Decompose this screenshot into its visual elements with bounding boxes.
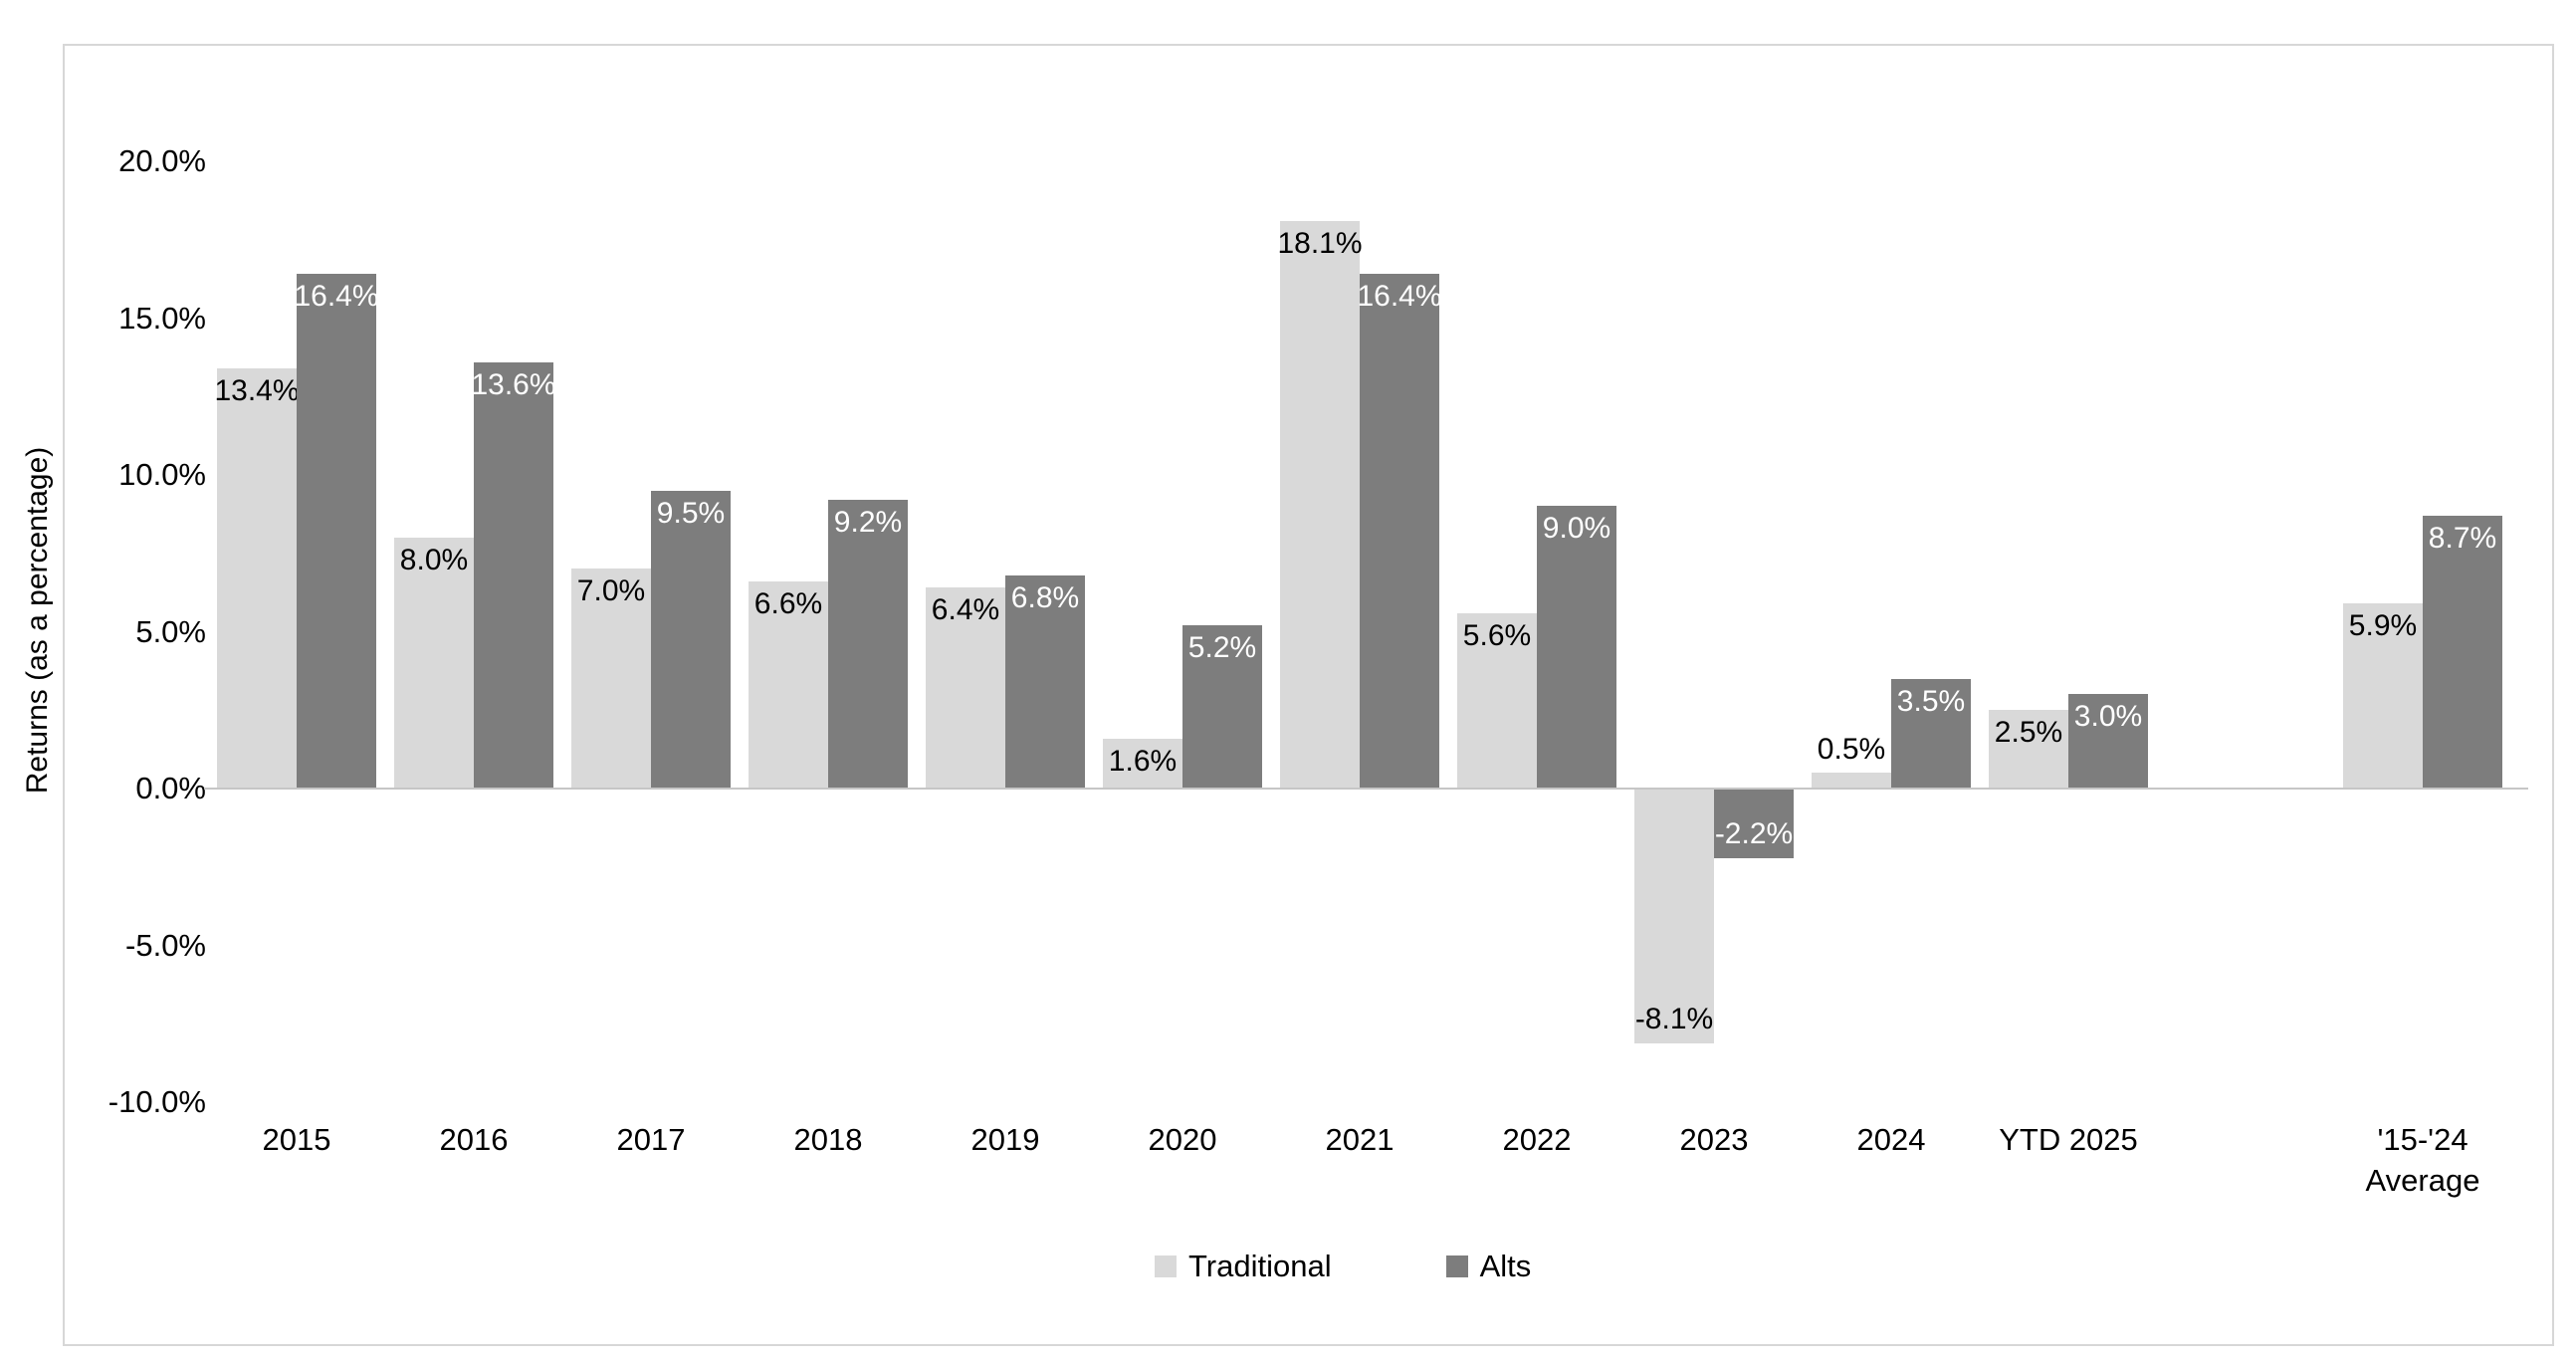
bar-alts-2018 — [828, 500, 908, 789]
bar-value-label: 0.5% — [1817, 733, 1886, 766]
x-category-label: 2015 — [262, 1122, 331, 1157]
x-category-label: 2018 — [793, 1122, 863, 1157]
y-tick-label: 0.0% — [135, 771, 206, 805]
bar-value-label: 9.2% — [833, 506, 903, 539]
legend-label: Alts — [1479, 1249, 1532, 1283]
y-tick-label: 10.0% — [118, 457, 206, 492]
x-category-label: YTD 2025 — [1999, 1122, 2138, 1157]
x-category-label: 2024 — [1856, 1122, 1926, 1157]
y-axis-title: Returns (as a percentage) — [21, 446, 54, 795]
bar-alts-2021 — [1360, 274, 1439, 789]
bar-traditional-2024 — [1812, 773, 1891, 789]
bar-value-label: 8.0% — [399, 544, 469, 576]
legend-item-traditional: Traditional — [1155, 1247, 1332, 1286]
bar-traditional--15-24-average — [2343, 603, 2423, 789]
x-category-label: 2017 — [616, 1122, 686, 1157]
legend-label: Traditional — [1188, 1249, 1332, 1283]
y-tick-label: -10.0% — [107, 1084, 206, 1119]
bar-traditional-2019 — [926, 587, 1005, 789]
x-category-label: 2023 — [1679, 1122, 1749, 1157]
x-category-label: 2020 — [1148, 1122, 1217, 1157]
x-category-label: 2022 — [1502, 1122, 1572, 1157]
bar-value-label: 7.0% — [576, 574, 646, 607]
bar-value-label: 13.4% — [214, 374, 300, 407]
bar-value-label: 6.8% — [1010, 581, 1080, 614]
x-category-label: 2016 — [439, 1122, 509, 1157]
x-axis-baseline — [204, 788, 2528, 790]
bar-traditional-2021 — [1280, 221, 1360, 789]
bar-traditional-ytd-2025 — [1989, 710, 2068, 789]
legend-marker-icon — [1155, 1255, 1177, 1277]
legend-marker-icon — [1445, 1255, 1468, 1277]
bar-value-label: 8.7% — [2428, 522, 2497, 555]
bar-traditional-2018 — [749, 581, 828, 789]
bar-alts-2020 — [1182, 625, 1262, 789]
chart-legend: Traditional Alts — [1155, 1247, 1531, 1286]
bar-value-label: 3.0% — [2073, 700, 2143, 733]
x-category-label: 2019 — [970, 1122, 1040, 1157]
bar-value-label: 13.6% — [471, 368, 556, 401]
y-tick-label: 15.0% — [118, 301, 206, 336]
bar-value-label: 9.0% — [1542, 512, 1611, 545]
legend-item-alts: Alts — [1445, 1247, 1532, 1286]
y-tick-label: -5.0% — [125, 928, 206, 963]
bar-value-label: 18.1% — [1277, 227, 1363, 260]
bar-value-label: -2.2% — [1714, 817, 1794, 850]
bar-alts-2019 — [1005, 575, 1085, 789]
bar-alts-2023 — [1714, 790, 1794, 858]
bar-alts-2016 — [474, 362, 553, 789]
bar-value-label: 2.5% — [1994, 716, 2063, 749]
y-tick-label: 5.0% — [135, 614, 206, 649]
bar-alts-2017 — [651, 491, 731, 789]
bar-traditional-2022 — [1457, 613, 1537, 789]
bar-value-label: 5.6% — [1462, 619, 1532, 652]
bar-traditional-2023 — [1634, 790, 1714, 1043]
x-category-label: 2021 — [1325, 1122, 1395, 1157]
bar-traditional-2017 — [571, 569, 651, 789]
bar-value-label: 6.4% — [931, 593, 1000, 626]
bar-alts-2015 — [297, 274, 376, 789]
bar-alts-2022 — [1537, 506, 1616, 789]
bar-alts--15-24-average — [2423, 516, 2502, 789]
bar-alts-2024 — [1891, 679, 1971, 789]
bar-value-label: 5.2% — [1187, 631, 1257, 664]
bar-value-label: 5.9% — [2348, 609, 2418, 642]
bar-traditional-2016 — [394, 538, 474, 789]
bar-value-label: 3.5% — [1896, 685, 1966, 718]
bar-alts-ytd-2025 — [2068, 694, 2148, 789]
bar-value-label: -8.1% — [1634, 1003, 1714, 1035]
bar-value-label: 16.4% — [1357, 280, 1442, 313]
bar-value-label: 16.4% — [294, 280, 379, 313]
bar-traditional-2015 — [217, 368, 297, 789]
x-category-label: '15-'24 Average — [2365, 1122, 2480, 1198]
bar-traditional-2020 — [1103, 739, 1182, 789]
bar-value-label: 9.5% — [656, 497, 726, 530]
bar-value-label: 1.6% — [1108, 745, 1178, 778]
y-tick-label: 20.0% — [118, 143, 206, 178]
bar-value-label: 6.6% — [753, 587, 823, 620]
